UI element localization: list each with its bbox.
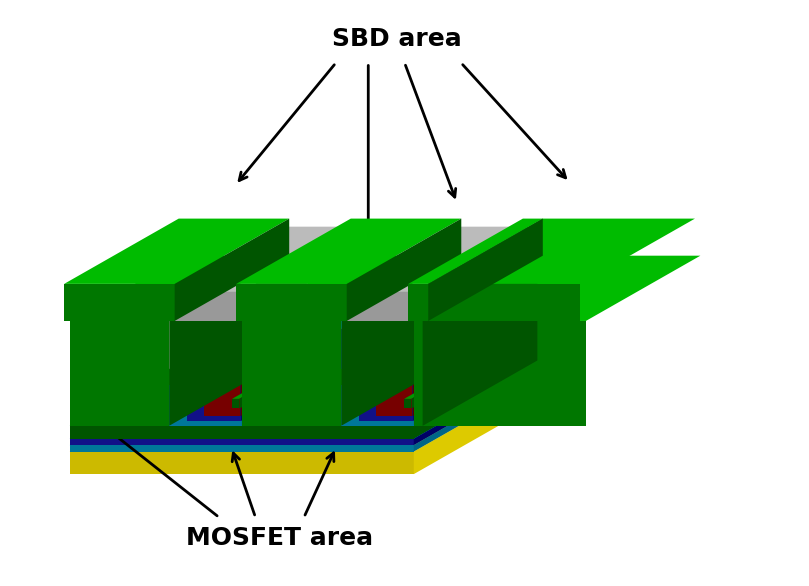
Polygon shape	[428, 284, 580, 321]
Polygon shape	[70, 386, 528, 452]
Polygon shape	[341, 386, 413, 426]
Polygon shape	[358, 340, 413, 356]
Polygon shape	[341, 255, 455, 426]
Polygon shape	[236, 284, 347, 321]
Polygon shape	[413, 320, 528, 426]
Polygon shape	[358, 381, 413, 421]
Polygon shape	[423, 255, 537, 426]
Polygon shape	[232, 344, 239, 368]
Polygon shape	[347, 219, 461, 321]
Polygon shape	[175, 219, 289, 321]
Polygon shape	[341, 292, 413, 321]
Polygon shape	[241, 285, 339, 356]
Polygon shape	[409, 219, 543, 284]
Polygon shape	[376, 330, 493, 376]
Polygon shape	[412, 314, 465, 368]
Polygon shape	[235, 370, 243, 377]
Polygon shape	[70, 452, 413, 474]
Polygon shape	[408, 370, 415, 377]
Polygon shape	[239, 368, 294, 408]
Polygon shape	[428, 219, 695, 284]
Polygon shape	[242, 320, 356, 426]
Polygon shape	[358, 325, 510, 381]
Polygon shape	[428, 219, 543, 321]
Polygon shape	[169, 320, 356, 386]
Polygon shape	[423, 321, 586, 426]
Polygon shape	[169, 227, 356, 292]
Text: MOSFET area: MOSFET area	[186, 526, 373, 550]
Polygon shape	[243, 343, 290, 377]
Polygon shape	[423, 255, 537, 426]
Polygon shape	[70, 439, 413, 445]
Polygon shape	[242, 321, 341, 426]
Polygon shape	[204, 376, 240, 416]
Text: SBD area: SBD area	[332, 27, 461, 51]
Polygon shape	[376, 376, 413, 416]
Polygon shape	[169, 292, 242, 321]
Polygon shape	[241, 325, 339, 421]
Polygon shape	[413, 380, 528, 452]
Polygon shape	[404, 344, 412, 368]
Polygon shape	[413, 321, 423, 426]
Polygon shape	[232, 399, 239, 408]
Polygon shape	[70, 321, 169, 426]
Polygon shape	[240, 330, 321, 416]
Polygon shape	[70, 255, 284, 321]
Polygon shape	[413, 360, 528, 439]
Polygon shape	[64, 219, 289, 284]
Polygon shape	[413, 325, 510, 421]
Polygon shape	[242, 227, 356, 321]
Polygon shape	[235, 343, 290, 370]
Polygon shape	[428, 219, 543, 321]
Polygon shape	[169, 386, 242, 426]
Polygon shape	[413, 330, 493, 416]
Polygon shape	[341, 320, 528, 386]
Polygon shape	[232, 314, 294, 344]
Polygon shape	[413, 227, 528, 321]
Polygon shape	[404, 314, 465, 344]
Polygon shape	[187, 340, 241, 356]
Polygon shape	[187, 285, 339, 340]
Polygon shape	[70, 380, 528, 445]
Polygon shape	[408, 343, 462, 370]
Polygon shape	[413, 373, 528, 445]
Polygon shape	[236, 219, 461, 284]
Polygon shape	[204, 330, 321, 376]
Polygon shape	[404, 399, 412, 408]
Polygon shape	[341, 227, 528, 292]
Polygon shape	[404, 368, 465, 399]
Polygon shape	[70, 426, 413, 439]
Polygon shape	[413, 255, 537, 321]
Polygon shape	[169, 255, 284, 426]
Polygon shape	[242, 255, 455, 321]
Polygon shape	[64, 284, 175, 321]
Polygon shape	[413, 386, 528, 474]
Polygon shape	[187, 325, 339, 381]
Polygon shape	[232, 368, 294, 399]
Polygon shape	[423, 255, 701, 321]
Polygon shape	[239, 314, 294, 368]
Polygon shape	[70, 445, 413, 452]
Polygon shape	[70, 373, 528, 439]
Polygon shape	[358, 285, 510, 340]
Polygon shape	[409, 284, 428, 321]
Polygon shape	[70, 360, 528, 426]
Polygon shape	[413, 285, 510, 356]
Polygon shape	[412, 368, 465, 408]
Polygon shape	[415, 343, 462, 377]
Polygon shape	[187, 381, 241, 421]
